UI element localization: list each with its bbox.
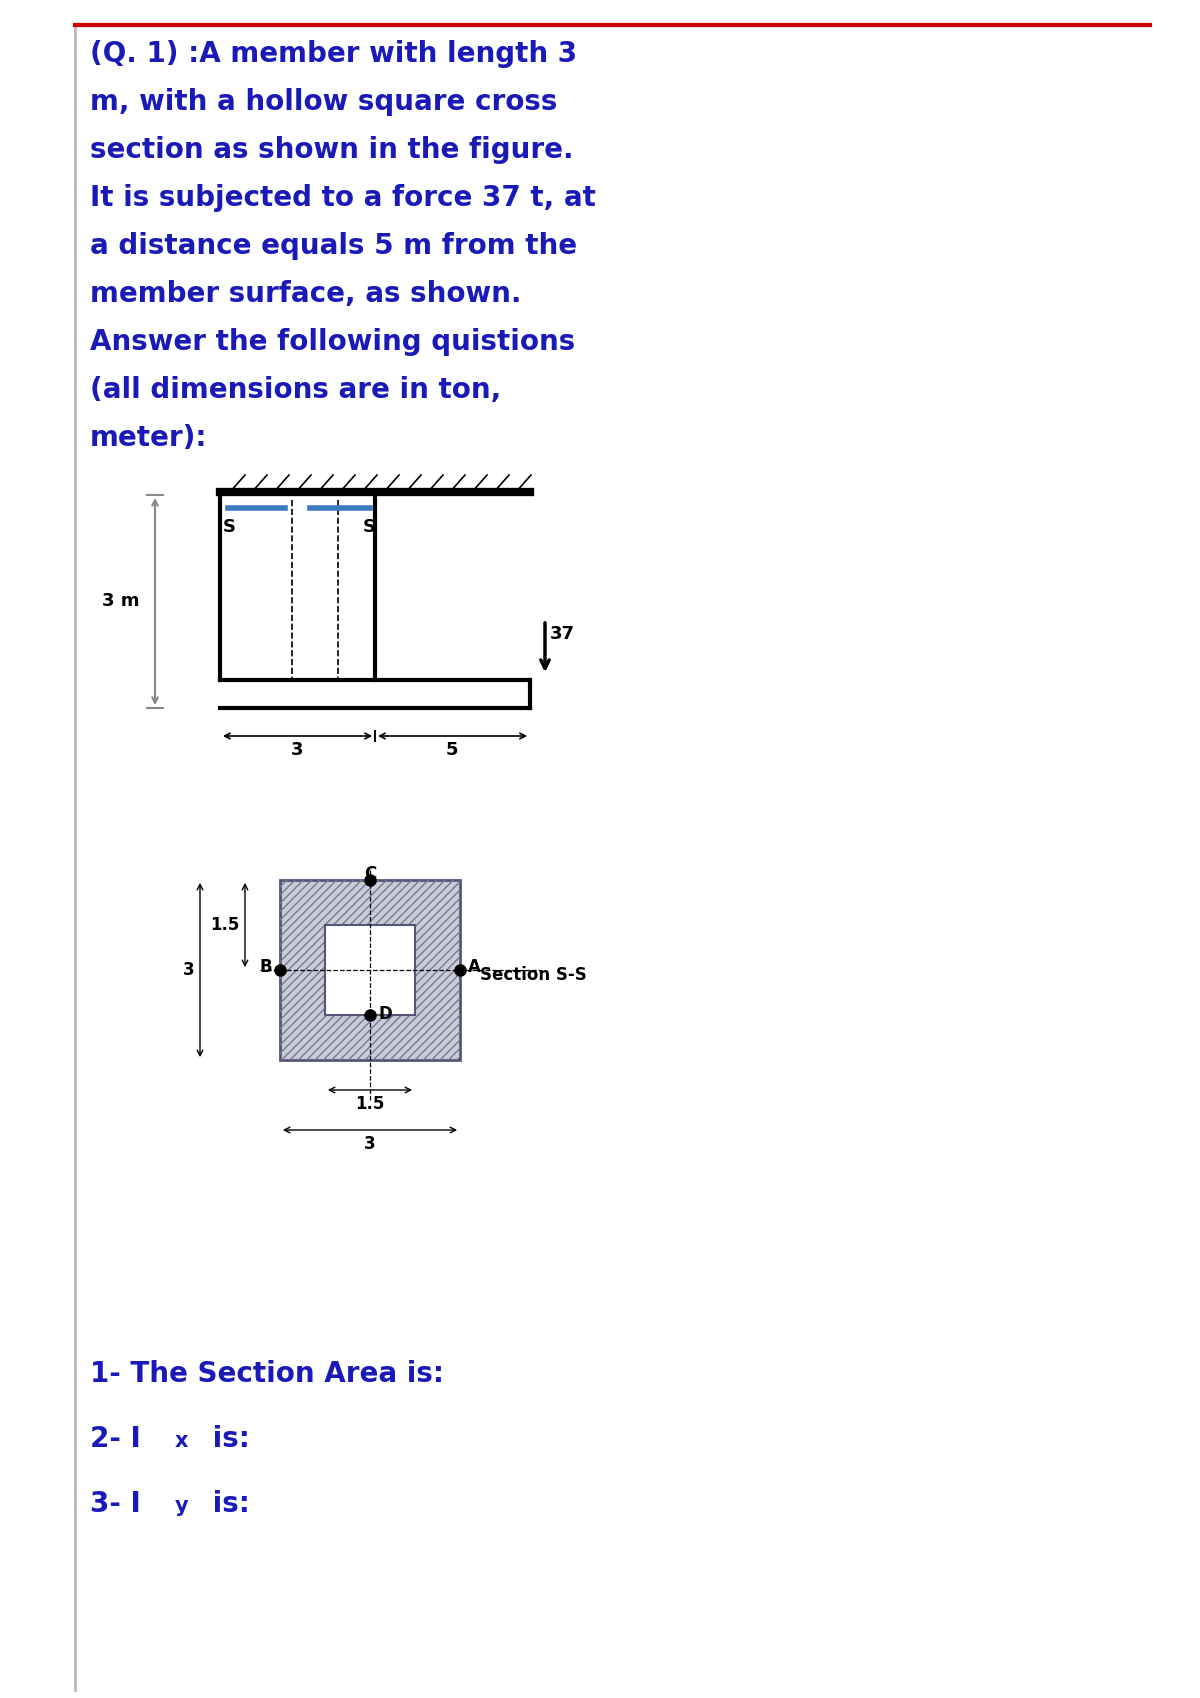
Text: (Q. 1) :A member with length 3: (Q. 1) :A member with length 3: [90, 41, 577, 68]
Text: 3: 3: [184, 961, 194, 980]
Text: meter):: meter):: [90, 424, 208, 452]
Text: 3: 3: [364, 1134, 376, 1153]
Text: C: C: [364, 864, 376, 883]
Text: 3 m: 3 m: [102, 593, 140, 610]
Text: is:: is:: [203, 1491, 250, 1518]
Text: Answer the following quistions: Answer the following quistions: [90, 328, 575, 357]
Text: It is subjected to a force 37 t, at: It is subjected to a force 37 t, at: [90, 183, 596, 212]
Bar: [280, 880, 460, 1060]
Text: D: D: [378, 1005, 391, 1022]
Text: a distance equals 5 m from the: a distance equals 5 m from the: [90, 233, 577, 260]
Text: x: x: [175, 1431, 188, 1452]
Bar: [325, 925, 415, 1015]
Text: 1.5: 1.5: [211, 915, 240, 934]
Text: S: S: [364, 518, 376, 537]
Text: m, with a hollow square cross: m, with a hollow square cross: [90, 88, 557, 115]
Text: 1.5: 1.5: [355, 1095, 385, 1112]
Text: y: y: [175, 1496, 188, 1516]
Text: member surface, as shown.: member surface, as shown.: [90, 280, 522, 307]
Text: 5: 5: [445, 740, 458, 759]
Text: section as shown in the figure.: section as shown in the figure.: [90, 136, 574, 165]
Text: A: A: [468, 958, 481, 976]
Text: 3: 3: [290, 740, 304, 759]
Text: B: B: [259, 958, 272, 976]
Text: Section S-S: Section S-S: [480, 966, 587, 985]
Text: 3- I: 3- I: [90, 1491, 140, 1518]
Text: (all dimensions are in ton,: (all dimensions are in ton,: [90, 375, 502, 404]
Bar: [280, 880, 460, 1060]
Text: 37: 37: [550, 625, 575, 644]
Text: S: S: [223, 518, 236, 537]
Text: is:: is:: [203, 1425, 250, 1453]
Text: 2- I: 2- I: [90, 1425, 140, 1453]
Text: 1- The Section Area is:: 1- The Section Area is:: [90, 1360, 444, 1387]
